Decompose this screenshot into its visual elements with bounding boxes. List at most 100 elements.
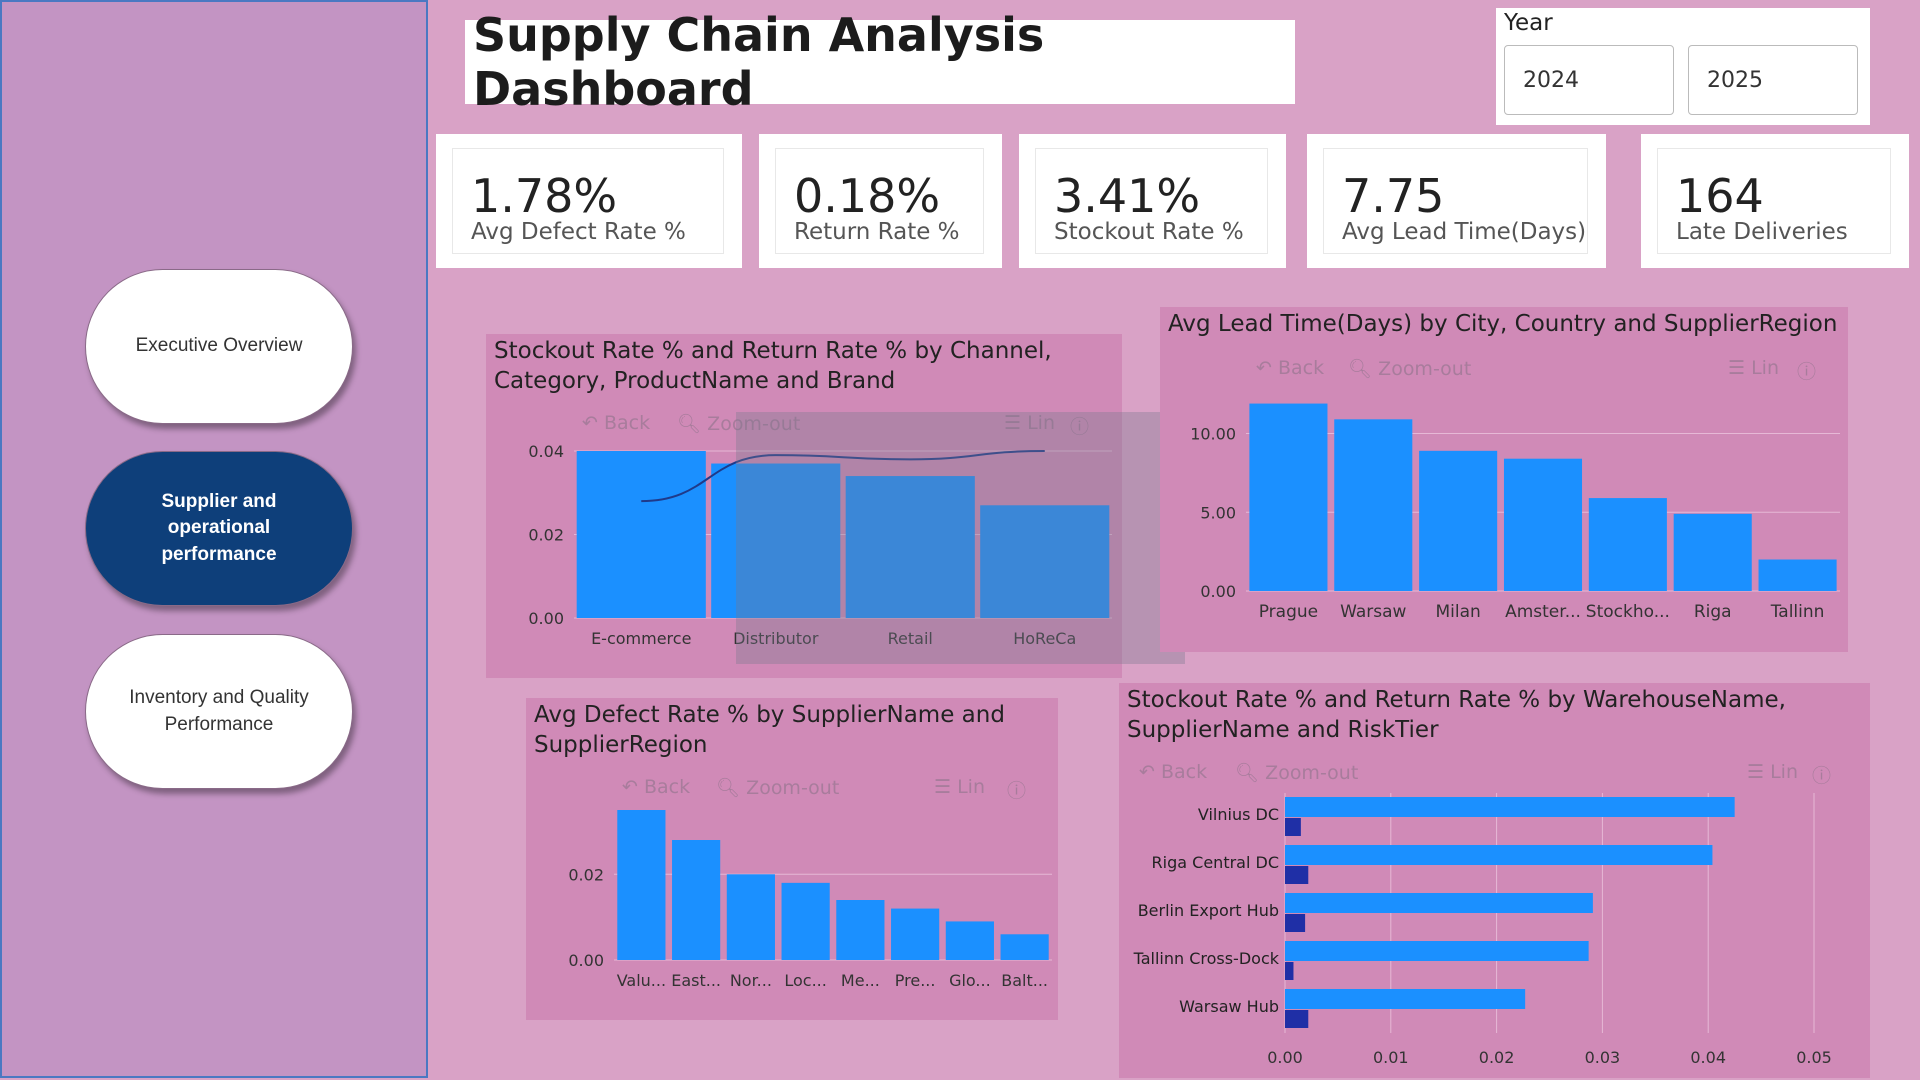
zoom-out-button[interactable]: 🔍︎ Zoom-out: [716, 777, 840, 799]
legend-lin-button[interactable]: ☰ Lin: [1747, 761, 1798, 783]
x-tick-label: 0.02: [1479, 1048, 1515, 1067]
y-category-label: Warsaw Hub: [1179, 997, 1279, 1016]
help-icon[interactable]: ⓘ: [1070, 416, 1090, 438]
x-tick-label: 0.04: [1690, 1048, 1726, 1067]
kpi-card-stockout-rate: 3.41% Stockout Rate %: [1019, 134, 1286, 268]
chart-title: Stockout Rate % and Return Rate % by War…: [1127, 687, 1786, 743]
back-button[interactable]: ↶ Back: [582, 412, 651, 434]
bar: [1588, 498, 1667, 591]
legend-lin-button[interactable]: ☰ Lin: [1728, 357, 1779, 379]
bar: [845, 476, 975, 618]
x-tick-label: Tallinn: [1770, 602, 1825, 622]
chart-channel-svg: 0.00 0.02 0.04 E-commerce Distributor Retail H…: [528, 442, 1112, 648]
nav-inventory-quality-button[interactable]: Inventory and Quality Performance: [85, 634, 353, 789]
chart-defect-svg: 0.00 0.02 Valu... East... Nor... Loc... Me... P…: [568, 810, 1052, 990]
bar: [711, 463, 841, 618]
x-tick-label: Milan: [1435, 602, 1480, 622]
page-title: Supply Chain Analysis Dashboard: [473, 8, 1045, 116]
bar: [1503, 458, 1583, 591]
y-tick-label: 0.04: [528, 442, 564, 461]
back-button[interactable]: ↶ Back: [622, 776, 691, 798]
y-tick-label: 0.00: [528, 609, 564, 628]
bar: [1419, 450, 1498, 591]
x-tick-label: Distributor: [733, 629, 819, 648]
bar-stockout: [1285, 989, 1526, 1009]
zoom-out-button[interactable]: 🔍︎ Zoom-out: [1235, 762, 1359, 784]
bar-return: [1285, 818, 1301, 836]
y-tick-label: 0.02: [568, 865, 604, 884]
x-tick-label: Loc...: [784, 971, 826, 990]
page-title-box: Supply Chain Analysis Dashboard: [465, 8, 1295, 116]
chart-panel-defect: Avg Defect Rate % by SupplierName and Su…: [526, 698, 1058, 1020]
bar: [891, 908, 940, 960]
bar-return: [1285, 962, 1294, 980]
kpi-label: Late Deliveries: [1676, 219, 1848, 245]
zoom-out-button[interactable]: 🔍︎ Zoom-out: [677, 413, 801, 435]
year-option-2025[interactable]: 2025: [1688, 45, 1858, 115]
chart-title: Stockout Rate % and Return Rate % by Cha…: [494, 338, 1052, 394]
x-tick-label: Pre...: [895, 971, 936, 990]
kpi-inner: 7.75 Avg Lead Time(Days): [1323, 148, 1588, 254]
lin-label: Lin: [1751, 357, 1779, 379]
bar: [576, 451, 706, 618]
help-icon[interactable]: ⓘ: [1797, 361, 1817, 383]
bar-return: [1285, 866, 1309, 884]
bar: [1758, 559, 1837, 591]
nav-executive-overview-button[interactable]: Executive Overview: [85, 269, 353, 424]
legend-lin-button[interactable]: ☰ Lin: [1004, 412, 1055, 434]
year-slicer: Year 2024 2025: [1496, 8, 1870, 125]
chart-title: Avg Lead Time(Days) by City, Country and…: [1168, 311, 1838, 337]
bar: [945, 921, 994, 960]
x-tick-label: Retail: [888, 629, 933, 648]
focus-overlay: [736, 412, 1185, 664]
help-icon[interactable]: ⓘ: [1812, 765, 1832, 787]
kpi-inner: 164 Late Deliveries: [1657, 148, 1891, 254]
back-label: Back: [1277, 357, 1325, 379]
kpi-value: 7.75: [1342, 169, 1445, 223]
year-option-2024[interactable]: 2024: [1504, 45, 1674, 115]
y-tick-label: 0.00: [1200, 582, 1236, 601]
y-category-label: Vilnius DC: [1198, 805, 1279, 824]
sidebar: Executive Overview Supplier and operatio…: [0, 0, 428, 1078]
year-option-label: 2025: [1707, 67, 1763, 93]
bar-stockout: [1285, 845, 1713, 865]
help-icon[interactable]: ⓘ: [1007, 780, 1027, 802]
kpi-value: 3.41%: [1054, 169, 1201, 223]
kpi-card-defect-rate: 1.78% Avg Defect Rate %: [436, 134, 742, 268]
zoom-out-label: Zoom-out: [1378, 358, 1472, 380]
kpi-label: Avg Defect Rate %: [471, 219, 686, 245]
chart-toolbar: ↶ Back 🔍︎ Zoom-out ☰ Lin ⓘ: [622, 776, 1042, 804]
y-tick-label: 10.00: [1190, 425, 1236, 444]
chart-title: Avg Defect Rate % by SupplierName and Su…: [534, 702, 1005, 758]
legend-lin-button[interactable]: ☰ Lin: [934, 776, 985, 798]
x-tick-label: Warsaw: [1340, 602, 1406, 622]
x-tick-label: Nor...: [730, 971, 772, 990]
bar: [836, 900, 885, 960]
chart-warehouse-svg: 0.00 0.01 0.02 0.03 0.04 0.05 Vilnius DC Riga C…: [1133, 793, 1832, 1067]
kpi-card-return-rate: 0.18% Return Rate %: [759, 134, 1002, 268]
x-tick-label: E-commerce: [591, 629, 691, 648]
x-tick-label: 0.03: [1585, 1048, 1621, 1067]
x-tick-label: Riga: [1694, 602, 1732, 622]
chart-panel-channel: Stockout Rate % and Return Rate % by Cha…: [486, 334, 1122, 678]
chart-panel-warehouse: Stockout Rate % and Return Rate % by War…: [1119, 683, 1870, 1078]
bar: [1673, 513, 1752, 591]
chart-toolbar: ↶ Back 🔍︎ Zoom-out ☰ Lin ⓘ: [1139, 761, 1839, 789]
kpi-label: Return Rate %: [794, 219, 960, 245]
bar: [726, 874, 775, 960]
zoom-out-label: Zoom-out: [746, 777, 840, 799]
bar-stockout: [1285, 941, 1589, 961]
kpi-inner: 0.18% Return Rate %: [775, 148, 984, 254]
x-tick-label: Valu...: [617, 971, 666, 990]
back-button[interactable]: ↶ Back: [1139, 761, 1208, 783]
nav-supplier-performance-button[interactable]: Supplier and operational performance: [85, 451, 353, 606]
back-label: Back: [1160, 761, 1208, 783]
kpi-label: Stockout Rate %: [1054, 219, 1244, 245]
bar: [1334, 419, 1413, 591]
line-series: [641, 450, 1045, 503]
bar-stockout: [1285, 893, 1593, 913]
back-button[interactable]: ↶ Back: [1256, 357, 1325, 379]
kpi-value: 0.18%: [794, 169, 941, 223]
kpi-value: 1.78%: [471, 169, 618, 223]
zoom-out-button[interactable]: 🔍︎ Zoom-out: [1348, 358, 1472, 380]
